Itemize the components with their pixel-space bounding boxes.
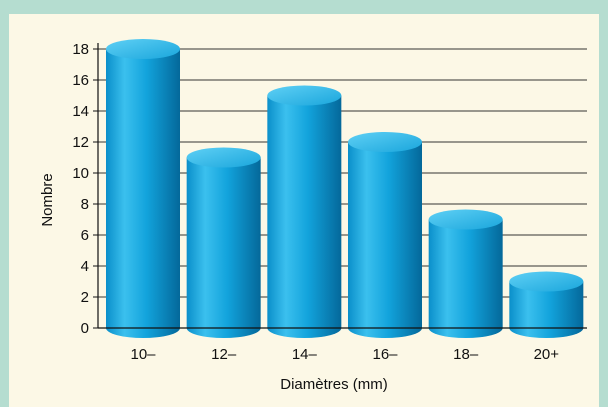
y-tick-label: 4 <box>81 258 89 275</box>
y-tick-label: 6 <box>81 227 89 244</box>
bar-top <box>509 271 584 292</box>
bar-top <box>267 85 342 106</box>
x-tick-label: 14– <box>292 346 318 363</box>
bar-top <box>186 147 261 168</box>
bar <box>348 132 422 338</box>
x-tick-label: 12– <box>211 346 237 363</box>
bar-body <box>267 95 342 338</box>
x-tick-label: 16– <box>372 346 398 363</box>
y-tick-label: 8 <box>81 196 89 213</box>
y-tick-label: 10 <box>72 165 89 182</box>
bar <box>267 85 342 338</box>
y-tick-label: 14 <box>72 103 89 120</box>
axes-layer <box>93 43 587 329</box>
x-axis-title: Diamètres (mm) <box>280 376 388 393</box>
bar-top <box>106 39 180 59</box>
bar-top <box>428 209 503 230</box>
chart-panel: 0 2 4 6 8 10 12 14 16 18 10– 12– 14– 16– 18– 20+ Diamèt… <box>9 14 599 407</box>
bar-body <box>428 219 503 338</box>
y-tick-label: 0 <box>81 320 89 337</box>
bar-body <box>509 281 584 338</box>
x-tick-label: 10– <box>130 346 156 363</box>
y-axis-title: Nombre <box>39 173 56 226</box>
bar <box>106 39 180 338</box>
x-tick-label: 18– <box>453 346 479 363</box>
y-tick-label: 16 <box>72 72 89 89</box>
bar-chart: 0 2 4 6 8 10 12 14 16 18 10– 12– 14– 16– 18– 20+ Diamèt… <box>39 39 587 393</box>
bar <box>509 271 584 338</box>
bar-top <box>348 132 422 152</box>
bar-body <box>186 157 261 338</box>
bars-layer <box>106 39 584 338</box>
bar <box>186 147 261 338</box>
y-tick-label: 18 <box>72 41 89 58</box>
bar <box>428 209 503 338</box>
bar-body <box>106 49 180 338</box>
y-tick-label: 2 <box>81 289 89 306</box>
labels-layer: 0 2 4 6 8 10 12 14 16 18 10– 12– 14– 16– 18– 20+ <box>72 41 559 363</box>
y-tick-label: 12 <box>72 134 89 151</box>
x-tick-label: 20+ <box>534 346 560 363</box>
bar-body <box>348 142 422 338</box>
